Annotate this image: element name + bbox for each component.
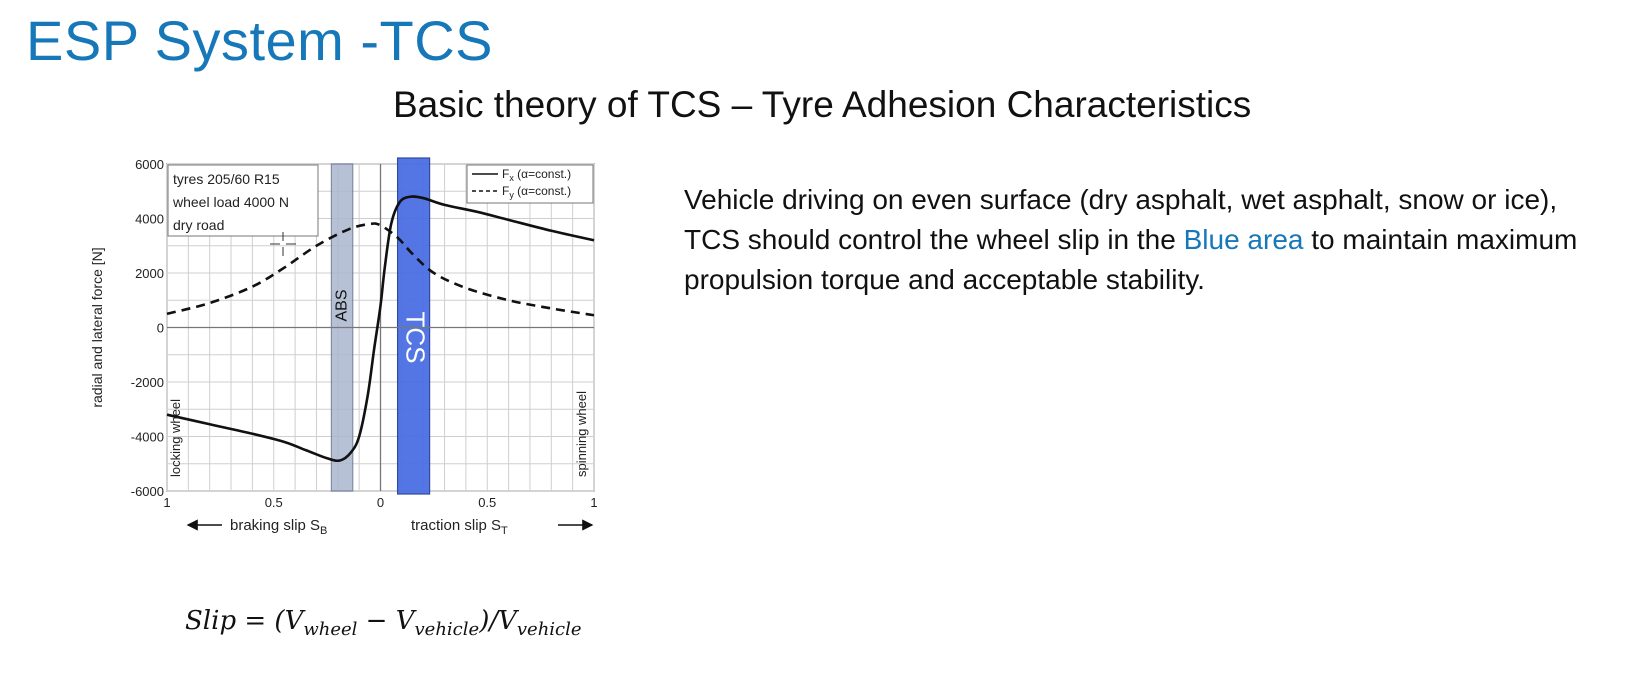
description-text: Vehicle driving on even surface (dry asp… — [684, 180, 1619, 300]
y-tick-label: 0 — [157, 321, 164, 336]
formula-close: )/V — [479, 606, 517, 636]
info-box-line: dry road — [173, 217, 224, 233]
legend-label-x: Fx (α=const.) — [502, 167, 571, 183]
band-label-abs: ABS — [333, 289, 350, 321]
y-tick-label: -2000 — [131, 375, 164, 390]
formula-sub-wheel: wheel — [303, 619, 358, 641]
description-highlight: Blue area — [1183, 224, 1304, 255]
slip-formula: Slip = (Vwheel − Vvehicle)/Vvehicle — [185, 606, 582, 640]
formula-lhs: Slip — [185, 606, 237, 636]
info-box-line: wheel load 4000 N — [172, 194, 289, 210]
y-tick-label: 4000 — [135, 212, 164, 227]
slide-title: ESP System -TCS — [26, 9, 494, 72]
formula-minus: − — [365, 606, 388, 636]
x-tick-label: 0.5 — [478, 495, 496, 510]
description-part-1: Vehicle driving on even surface (dry asp… — [684, 184, 1558, 255]
band-label-tcs: TCS — [401, 312, 431, 364]
crosshair-cursor-icon — [270, 232, 296, 256]
side-label-spinning-wheel: spinning wheel — [574, 391, 589, 477]
info-box — [167, 164, 319, 237]
info-box-line: tyres 205/60 R15 — [173, 171, 280, 187]
y-tick-label: 2000 — [135, 266, 164, 281]
formula-sub-vehicle-1: vehicle — [414, 619, 480, 641]
x-tick-label: 0 — [377, 495, 384, 510]
legend-label-y: Fy (α=const.) — [502, 184, 571, 200]
x-tick-label: 1 — [163, 495, 170, 510]
formula-sub-vehicle-2: vehicle — [516, 619, 582, 641]
description-part-2: to maintain maximum propulsion torque an… — [684, 224, 1578, 295]
side-label-locking-wheel: locking wheel — [168, 399, 183, 477]
band-tcs — [396, 157, 431, 495]
x-tick-label: 0.5 — [265, 495, 283, 510]
series-line-fx — [166, 195, 595, 463]
x-tick-label: 1 — [590, 495, 597, 510]
x-axis-label-left: braking slip SB — [230, 517, 327, 537]
formula-open: (V — [274, 606, 304, 636]
legend-box — [466, 164, 594, 204]
y-axis-label: radial and lateral force [N] — [89, 247, 105, 407]
formula-v2: V — [395, 606, 415, 636]
tyre-adhesion-chart: 6000 4000 2000 0 -2000 -4000 -6000 1 0.5 0 0.5 1 rad… — [80, 150, 620, 555]
y-tick-label: -4000 — [131, 430, 164, 445]
formula-equals: = — [244, 606, 267, 636]
y-tick-label: -6000 — [131, 484, 164, 499]
y-tick-label: 6000 — [135, 157, 164, 172]
slide-subtitle: Basic theory of TCS – Tyre Adhesion Char… — [393, 84, 1252, 125]
x-axis-label-right: traction slip ST — [411, 517, 508, 537]
